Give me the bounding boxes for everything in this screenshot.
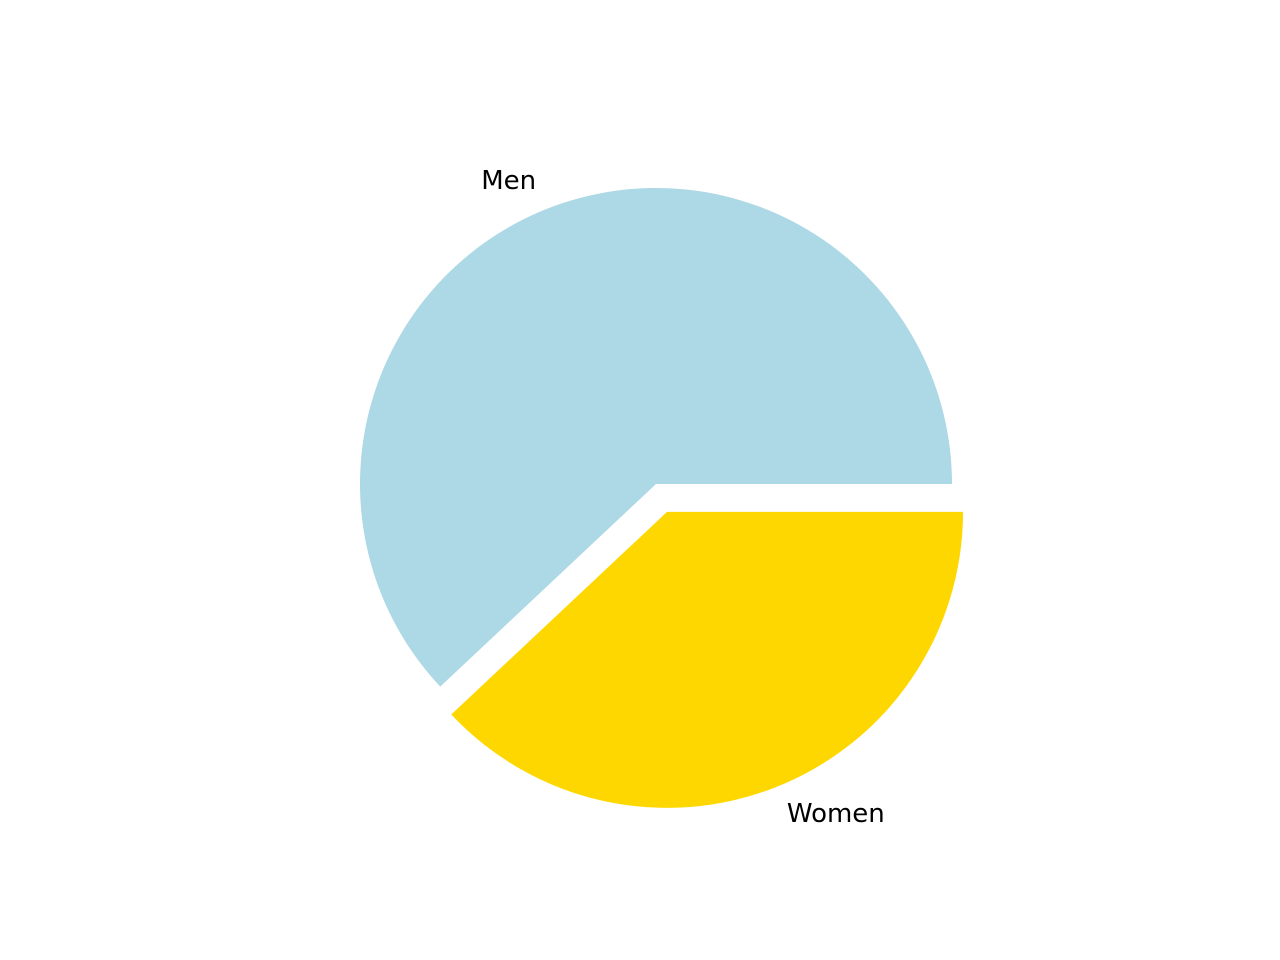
- slices-layer: [360, 188, 964, 808]
- slice-label-women: Women: [787, 799, 885, 829]
- pie-slice-women: [451, 511, 964, 808]
- slice-label-men: Men: [481, 166, 536, 196]
- labels-layer: Men Women: [481, 166, 885, 829]
- pie-slice-men: [360, 188, 952, 687]
